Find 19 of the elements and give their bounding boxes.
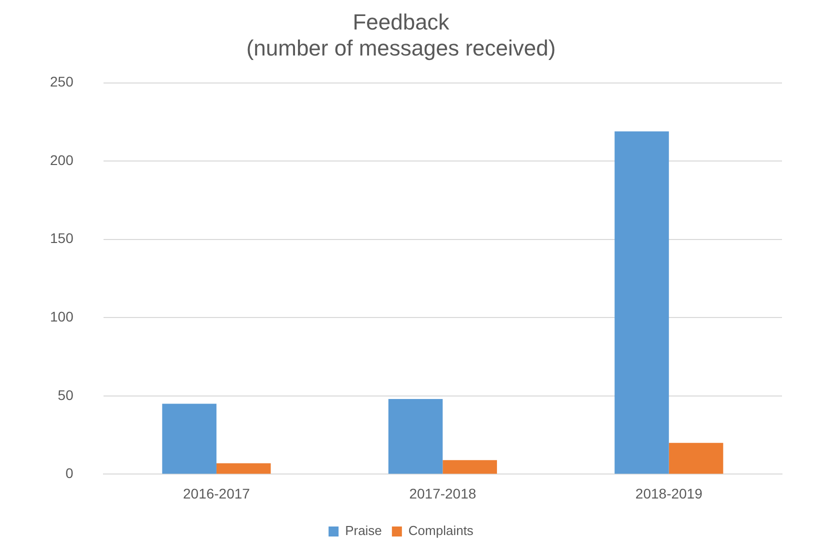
y-tick-label: 100 (50, 308, 74, 324)
bar (388, 399, 443, 474)
y-tick-label: 0 (66, 465, 74, 482)
bar (614, 131, 669, 474)
bar (216, 463, 271, 474)
text: Feedback (352, 9, 450, 34)
y-tick-label: 200 (50, 152, 74, 168)
legend-label: Complaints (408, 523, 474, 538)
y-tick-label: 150 (50, 230, 74, 246)
x-tick-label: 2016-2017 (182, 485, 250, 502)
x-tick-label: 2018-2019 (635, 485, 703, 502)
text: (number of messages received) (246, 36, 556, 61)
y-tick-label: 250 (50, 74, 74, 90)
bar (668, 442, 724, 474)
x-tick-label: 2017-2018 (409, 485, 476, 502)
y-tick-label: 50 (58, 386, 74, 403)
bar (162, 404, 216, 474)
bar (442, 460, 497, 474)
legend-label: Praise (345, 523, 382, 538)
